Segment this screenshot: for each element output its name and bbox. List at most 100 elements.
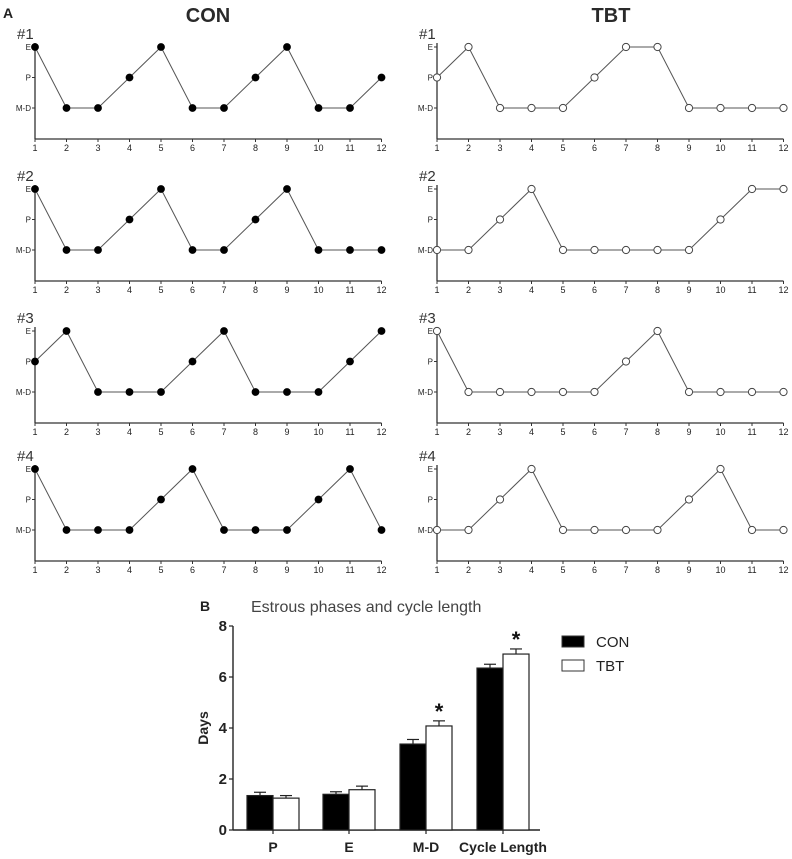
bar-tbt: [272, 797, 300, 831]
x-tick-label: 11: [345, 143, 354, 153]
significance-star: *: [435, 699, 444, 724]
x-tick-label: 3: [95, 565, 100, 575]
data-point: [283, 43, 291, 51]
tbt-group-title: TBT: [592, 5, 631, 27]
x-tick-label: 12: [778, 427, 788, 437]
data-point: [251, 388, 260, 396]
data-point: [779, 525, 788, 535]
bar-x-tick-label: M-D: [413, 839, 439, 855]
x-tick-label: 2: [64, 427, 69, 437]
x-tick-label: 12: [376, 565, 386, 575]
data-point: [747, 387, 757, 397]
data-point: [283, 388, 291, 396]
data-point: [747, 525, 757, 535]
x-tick-label: 6: [190, 285, 195, 295]
x-tick-label: 7: [623, 427, 628, 437]
x-tick-label: 9: [284, 427, 289, 437]
x-tick-label: 2: [466, 143, 471, 153]
bar-group-p: P: [246, 791, 300, 855]
x-tick-label: 8: [253, 427, 258, 437]
data-point: [157, 495, 165, 504]
x-tick-label: 11: [345, 285, 354, 295]
data-point: [188, 465, 197, 473]
series-line: [436, 46, 784, 109]
y-tick-label: P: [26, 74, 31, 83]
bar-x-tick-label: E: [344, 839, 353, 855]
y-tick-label: E: [428, 43, 433, 52]
data-point: [432, 525, 442, 535]
x-tick-label: 9: [284, 565, 289, 575]
x-tick-label: 7: [221, 285, 226, 295]
bar-x-tick-label: Cycle Length: [459, 839, 547, 855]
y-tick-label: E: [26, 327, 31, 336]
data-point: [432, 326, 442, 336]
x-tick-label: 3: [497, 143, 502, 153]
x-tick-label: 6: [592, 285, 597, 295]
data-point: [220, 104, 228, 112]
bar-tbt: [348, 789, 376, 831]
data-point: [432, 73, 442, 82]
data-point: [251, 73, 260, 82]
bar-y-tick-label: 8: [219, 618, 227, 635]
x-tick-label: 1: [434, 565, 439, 575]
bar-chart: 0 2 4 6 8 Days P E M-D Cycle Length * * CON TBT: [195, 618, 629, 855]
x-tick-label: 2: [466, 427, 471, 437]
y-tick-label: P: [428, 216, 433, 225]
data-point: [31, 185, 39, 193]
data-point: [94, 104, 102, 112]
x-tick-label: 10: [313, 143, 323, 153]
x-tick-label: 2: [466, 565, 471, 575]
x-tick-label: 9: [284, 143, 289, 153]
x-tick-label: 11: [747, 143, 756, 153]
data-point: [188, 357, 197, 366]
x-tick-label: 5: [158, 565, 163, 575]
x-tick-label: 6: [592, 143, 597, 153]
data-point: [590, 525, 599, 535]
x-tick-label: 10: [715, 285, 725, 295]
x-tick-label: 1: [434, 427, 439, 437]
bar-y-axis-label: Days: [195, 711, 211, 745]
bar-legend: CON TBT: [561, 634, 629, 675]
data-point: [464, 42, 473, 52]
x-tick-label: 11: [747, 285, 756, 295]
x-tick-label: 9: [686, 427, 691, 437]
data-point: [495, 495, 505, 504]
data-point: [653, 525, 662, 535]
y-tick-label: E: [26, 43, 31, 52]
data-point: [495, 103, 505, 113]
data-point: [684, 495, 694, 504]
x-tick-label: 4: [529, 565, 534, 575]
data-point: [251, 215, 260, 224]
legend-label: CON: [596, 634, 629, 651]
y-tick-label: P: [428, 74, 433, 83]
x-tick-label: 9: [686, 285, 691, 295]
x-tick-label: 12: [376, 427, 386, 437]
y-tick-label: P: [26, 496, 31, 505]
series-line: [436, 330, 784, 393]
data-point: [716, 387, 725, 397]
x-tick-label: 7: [623, 143, 628, 153]
data-point: [621, 525, 631, 535]
x-tick-label: 1: [32, 427, 37, 437]
y-tick-label: M-D: [16, 388, 31, 397]
x-tick-label: 6: [592, 427, 597, 437]
bar-y-tick-label: 6: [219, 669, 227, 686]
data-point: [125, 73, 134, 82]
data-point: [220, 327, 228, 335]
con-group-title: CON: [186, 5, 230, 27]
x-tick-label: 11: [345, 427, 354, 437]
y-tick-label: E: [428, 185, 433, 194]
data-point: [314, 246, 323, 254]
x-tick-label: 8: [655, 565, 660, 575]
data-point: [464, 245, 473, 255]
x-tick-label: 5: [560, 565, 565, 575]
data-point: [621, 357, 631, 366]
x-tick-label: 11: [747, 427, 756, 437]
data-point: [188, 104, 197, 112]
x-tick-label: 4: [529, 285, 534, 295]
data-point: [464, 525, 473, 535]
y-tick-label: E: [428, 465, 433, 474]
x-tick-label: 10: [715, 427, 725, 437]
